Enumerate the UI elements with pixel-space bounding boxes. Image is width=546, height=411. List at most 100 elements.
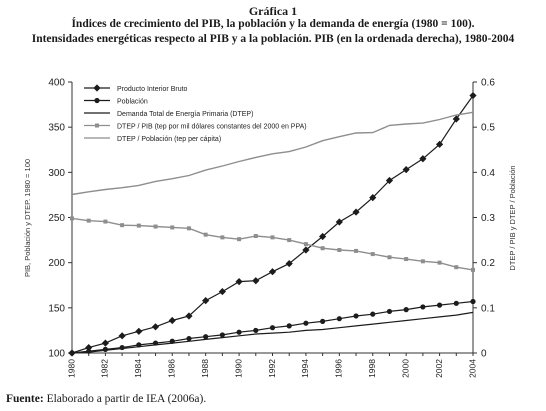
series-4-point (270, 235, 275, 240)
legend-marker-4 (95, 123, 99, 128)
x-tick-label: 1984 (133, 359, 143, 378)
series-1-point (469, 91, 477, 100)
series-2-point (253, 327, 259, 334)
y-tick-label-left: 400 (48, 78, 65, 89)
series-4-point (153, 224, 158, 229)
x-tick-label: 1990 (233, 359, 243, 378)
series-4-point (354, 248, 359, 253)
x-tick-label: 1982 (100, 359, 110, 378)
series-2-point (86, 348, 92, 354)
x-tick-label: 1986 (167, 359, 177, 378)
series-line-3 (71, 311, 474, 354)
series-1-point (302, 246, 310, 254)
series-4-point (136, 223, 141, 228)
series-4-point (70, 216, 74, 221)
series-2-point (436, 302, 443, 308)
series-1-point (218, 287, 226, 296)
series-4-point (454, 265, 459, 270)
series-2-point (269, 325, 276, 331)
series-4-point (220, 235, 225, 240)
series-4-point (370, 252, 375, 257)
y-axis-left-label: PIB, Población y DTEP. 1980 = 100 (23, 159, 32, 277)
series-4-point (237, 237, 242, 242)
series-2-point (286, 323, 292, 329)
y-tick-label-left: 250 (48, 213, 65, 224)
series-2-point (186, 335, 192, 342)
series-1-point (402, 166, 410, 174)
series-line-4 (71, 217, 474, 271)
legend-marker-2 (94, 97, 100, 104)
legend-label-5: DTEP / Población (tep per cápita) (117, 136, 221, 143)
chart-title-line-2: Intensidades energéticas respecto al PIB… (31, 33, 515, 45)
series-4-point (186, 226, 191, 231)
series-4-point (320, 246, 325, 251)
series-4-point (86, 218, 91, 223)
x-tick-label: 1980 (66, 359, 76, 378)
series-4-point (287, 238, 292, 243)
series-1-point (419, 155, 427, 163)
series-2-point (453, 300, 459, 306)
series-2-point (420, 304, 426, 310)
series-1-point (235, 278, 243, 286)
series-2-point (303, 320, 309, 326)
series-1-point (319, 232, 327, 241)
series-4-point (471, 267, 475, 272)
source-note: Fuente: Elaborado a partir de IEA (2006a… (6, 393, 206, 405)
series-2-point (370, 311, 376, 317)
series-2-point (236, 329, 242, 335)
series-1-point (452, 115, 460, 123)
series-1-point (85, 343, 93, 352)
series-2-point (320, 318, 326, 324)
chart-series (68, 91, 477, 357)
y-tick-label-left: 150 (48, 303, 65, 314)
series-line-5 (71, 111, 474, 196)
series-4-point (303, 242, 308, 247)
series-1-point (118, 332, 126, 340)
series-1-point (335, 218, 343, 226)
series-4-point (120, 223, 125, 228)
y-axis-right-label: DTEP / PIB y DTEP / Población (508, 165, 517, 270)
series-4-point (253, 234, 258, 239)
series-1-point (185, 312, 193, 320)
y-tick-label-right: 0.2 (481, 258, 495, 269)
x-tick-label: 2002 (434, 359, 444, 378)
legend-label-1: Producto Interior Bruto (117, 86, 188, 93)
x-tick-label: 1988 (200, 359, 210, 378)
series-4-point (170, 225, 175, 230)
source-text: Elaborado a partir de IEA (2006a). (46, 393, 207, 405)
legend-marker-1 (93, 84, 101, 92)
chart-legend: Producto Interior Bruto Población Demanda … (84, 84, 307, 143)
series-1-point (151, 323, 160, 331)
series-4-point (437, 260, 442, 265)
legend-label-2: Población (117, 98, 148, 105)
series-4-point (103, 219, 108, 224)
y-tick-label-left: 100 (48, 349, 65, 360)
series-4-point (387, 255, 392, 260)
series-2-point (102, 346, 109, 352)
legend-label-3: Demanda Total de Energía Primaria (DTEP) (117, 111, 253, 118)
series-4-point (203, 232, 208, 237)
series-2-point (203, 334, 209, 340)
x-tick-label: 1994 (300, 359, 310, 378)
line-chart: 100 150 200 250 300 350 400 0 0.1 0.2 0.3 0.4 0.5 0.6… (23, 78, 517, 378)
series-4-point (404, 257, 409, 262)
series-1-point (135, 327, 143, 335)
series-1-point (268, 268, 277, 276)
series-1-point (369, 194, 377, 202)
series-1-point (352, 208, 360, 216)
series-1-point (385, 176, 394, 185)
x-tick-label: 2000 (400, 359, 410, 378)
series-4-point (420, 259, 425, 264)
series-1-point (101, 339, 110, 347)
y-tick-label-right: 0 (481, 349, 487, 360)
series-2-point (336, 316, 342, 322)
series-line-1 (71, 95, 474, 354)
y-tick-label-right: 0.6 (481, 78, 495, 89)
series-1-point (168, 316, 176, 325)
series-1-point (252, 277, 260, 285)
y-tick-label-left: 350 (48, 123, 65, 134)
y-tick-label-right: 0.5 (481, 123, 495, 134)
series-1-point (435, 140, 444, 148)
series-2-point (353, 313, 359, 319)
series-2-point (119, 344, 125, 351)
